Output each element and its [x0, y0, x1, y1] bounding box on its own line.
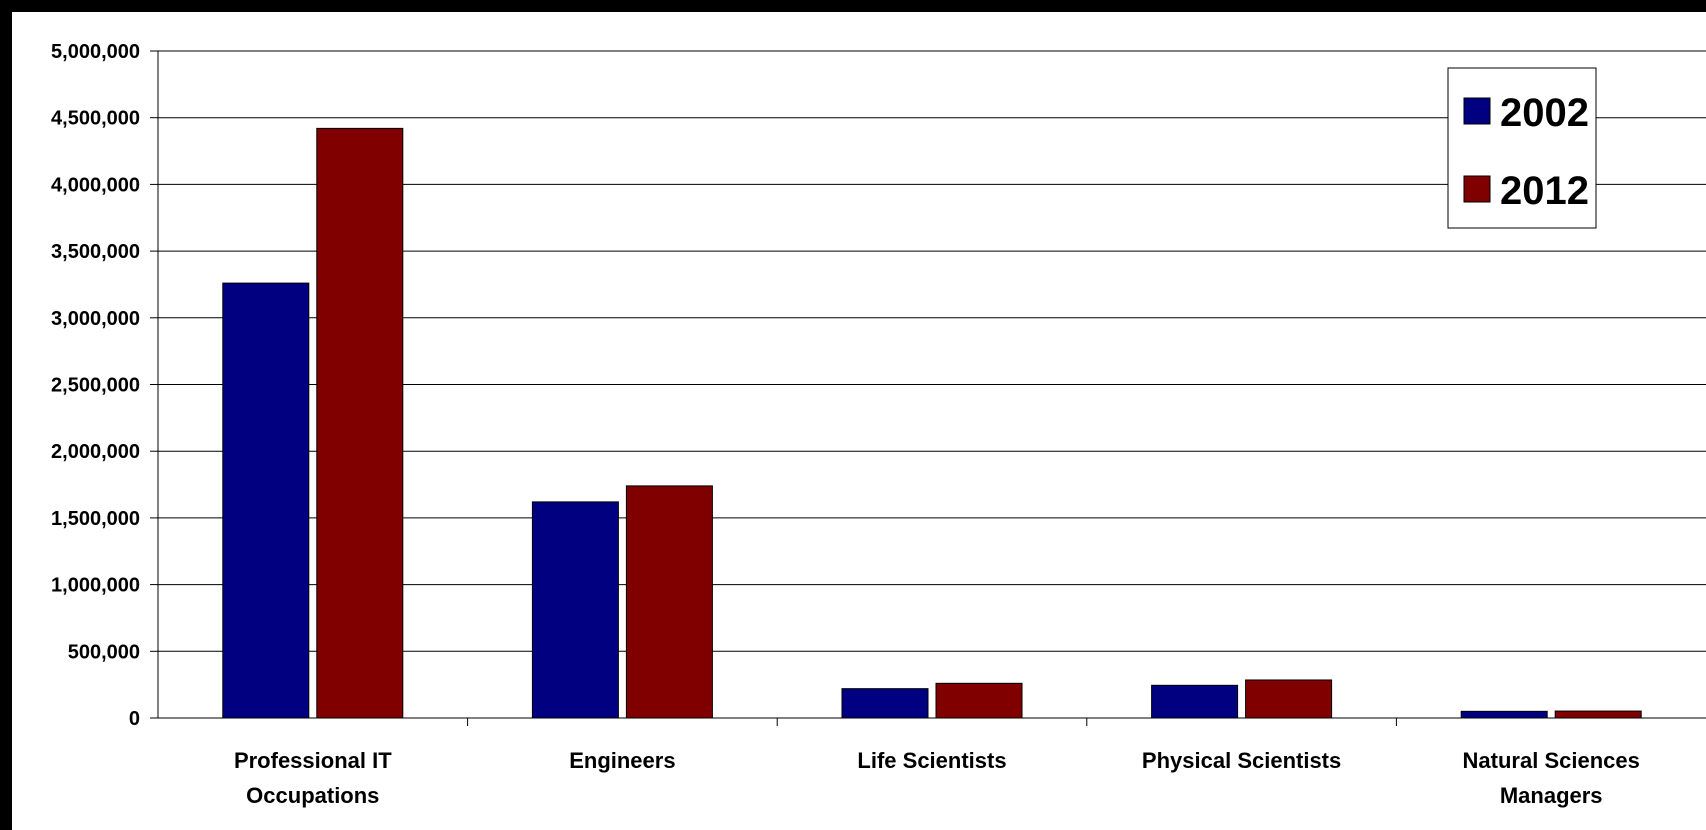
- y-tick-label: 500,000: [68, 641, 140, 663]
- legend-swatch-2002: [1463, 97, 1491, 125]
- legend: 2002 2012: [1447, 67, 1597, 229]
- x-category-label: Natural Sciences Managers: [1463, 748, 1640, 808]
- y-tick-labels: 0 500,000 1,000,000 1,500,000 2,000,000 2,500…: [51, 41, 140, 730]
- y-tick-label: 4,000,000: [51, 174, 140, 196]
- legend-label-2012: 2012: [1500, 169, 1589, 213]
- bars: [222, 127, 1642, 719]
- bar-2002: [1151, 684, 1239, 719]
- bar-2012: [316, 127, 404, 719]
- y-tick-label: 2,500,000: [51, 375, 140, 397]
- y-tick-label: 3,000,000: [51, 308, 140, 330]
- bar-2012: [935, 682, 1023, 719]
- axes: [150, 50, 1706, 726]
- bar-2002: [1460, 710, 1548, 719]
- y-tick-label: 1,000,000: [51, 575, 140, 597]
- y-tick-label: 2,000,000: [51, 441, 140, 463]
- y-tick-label: 1,500,000: [51, 508, 140, 530]
- y-tick-label: 5,000,000: [51, 41, 140, 63]
- category-labels: Professional IT Occupations Engineers Life …: [234, 748, 1640, 808]
- gridlines: [158, 50, 1706, 652]
- legend-label-2002: 2002: [1500, 91, 1589, 135]
- x-category-label: Physical Scientists: [1142, 748, 1341, 773]
- x-category-label: Professional IT Occupations: [234, 748, 392, 808]
- bar-2012: [1554, 710, 1642, 719]
- bar-2012: [1245, 679, 1333, 719]
- bar-2012: [625, 485, 713, 719]
- legend-swatch-2012: [1463, 175, 1491, 203]
- bar-2002: [841, 688, 929, 719]
- y-tick-label: 3,500,000: [51, 241, 140, 263]
- bar-2002: [222, 282, 310, 719]
- y-tick-label: 4,500,000: [51, 108, 140, 130]
- x-category-label: Engineers: [569, 748, 675, 773]
- bar-2002: [531, 501, 619, 719]
- y-tick-label: 0: [129, 708, 140, 730]
- x-category-label: Life Scientists: [857, 748, 1006, 773]
